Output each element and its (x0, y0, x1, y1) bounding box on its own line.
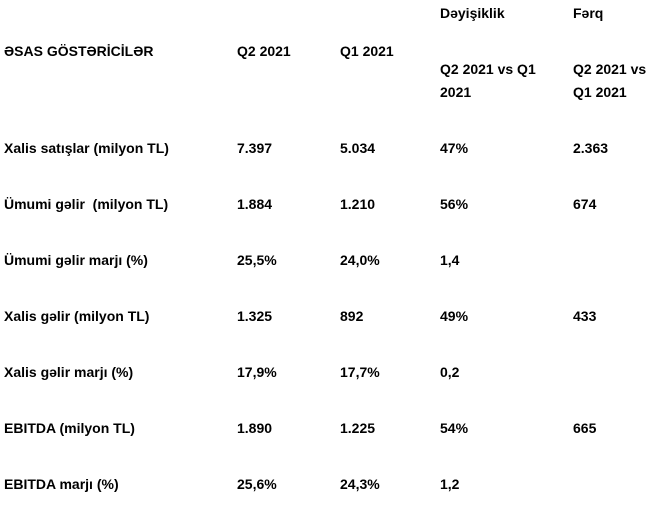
header-title: Fərq (573, 5, 604, 21)
row-value: 25,5% (237, 252, 277, 268)
row-value: 7.397 (237, 140, 273, 156)
row-value: 892 (340, 308, 364, 324)
row-value: 56% (440, 196, 469, 212)
row-value: 2.363 (573, 140, 609, 156)
row-value: 1.225 (340, 420, 376, 436)
row-value: 1.210 (340, 196, 376, 212)
row-value: 49% (440, 308, 469, 324)
row-value: 1.890 (237, 420, 273, 436)
row-value: 1.884 (237, 196, 273, 212)
header-cell: Q1 2021 (340, 43, 394, 59)
row-label: EBITDA (milyon TL) (4, 420, 135, 436)
header-title: Dəyişiklik (440, 5, 505, 21)
row-label: EBITDA marjı (%) (4, 476, 119, 492)
row-value: 674 (573, 196, 597, 212)
row-value: 24,0% (340, 252, 380, 268)
row-value: 17,9% (237, 364, 277, 380)
row-label: Xalis gəlir marjı (%) (4, 364, 134, 380)
row-value: 5.034 (340, 140, 376, 156)
row-value: 665 (573, 420, 597, 436)
row-label: Xalis satışlar (milyon TL) (4, 140, 169, 156)
header-cell: Q2 2021 (237, 43, 291, 59)
row-label: Xalis gəlir (milyon TL) (4, 308, 150, 324)
row-value: 47% (440, 140, 469, 156)
row-label: Ümumi gəlir (milyon TL) (4, 196, 169, 212)
header-subtitle: Q2 2021 vs Q1 2021 (440, 61, 536, 100)
row-value: 17,7% (340, 364, 380, 380)
row-label: Ümumi gəlir marjı (%) (4, 252, 148, 268)
header-subtitle: Q2 2021 vs Q1 2021 (573, 61, 647, 100)
row-value: 54% (440, 420, 469, 436)
row-value: 25,6% (237, 476, 277, 492)
row-value: 433 (573, 308, 597, 324)
header-cell: ƏSAS GÖSTƏRİCİLƏR (4, 43, 154, 59)
row-value: 1,2 (440, 476, 460, 492)
row-value: 1.325 (237, 308, 273, 324)
row-value: 1,4 (440, 252, 460, 268)
row-value: 24,3% (340, 476, 380, 492)
row-value: 0,2 (440, 364, 460, 380)
